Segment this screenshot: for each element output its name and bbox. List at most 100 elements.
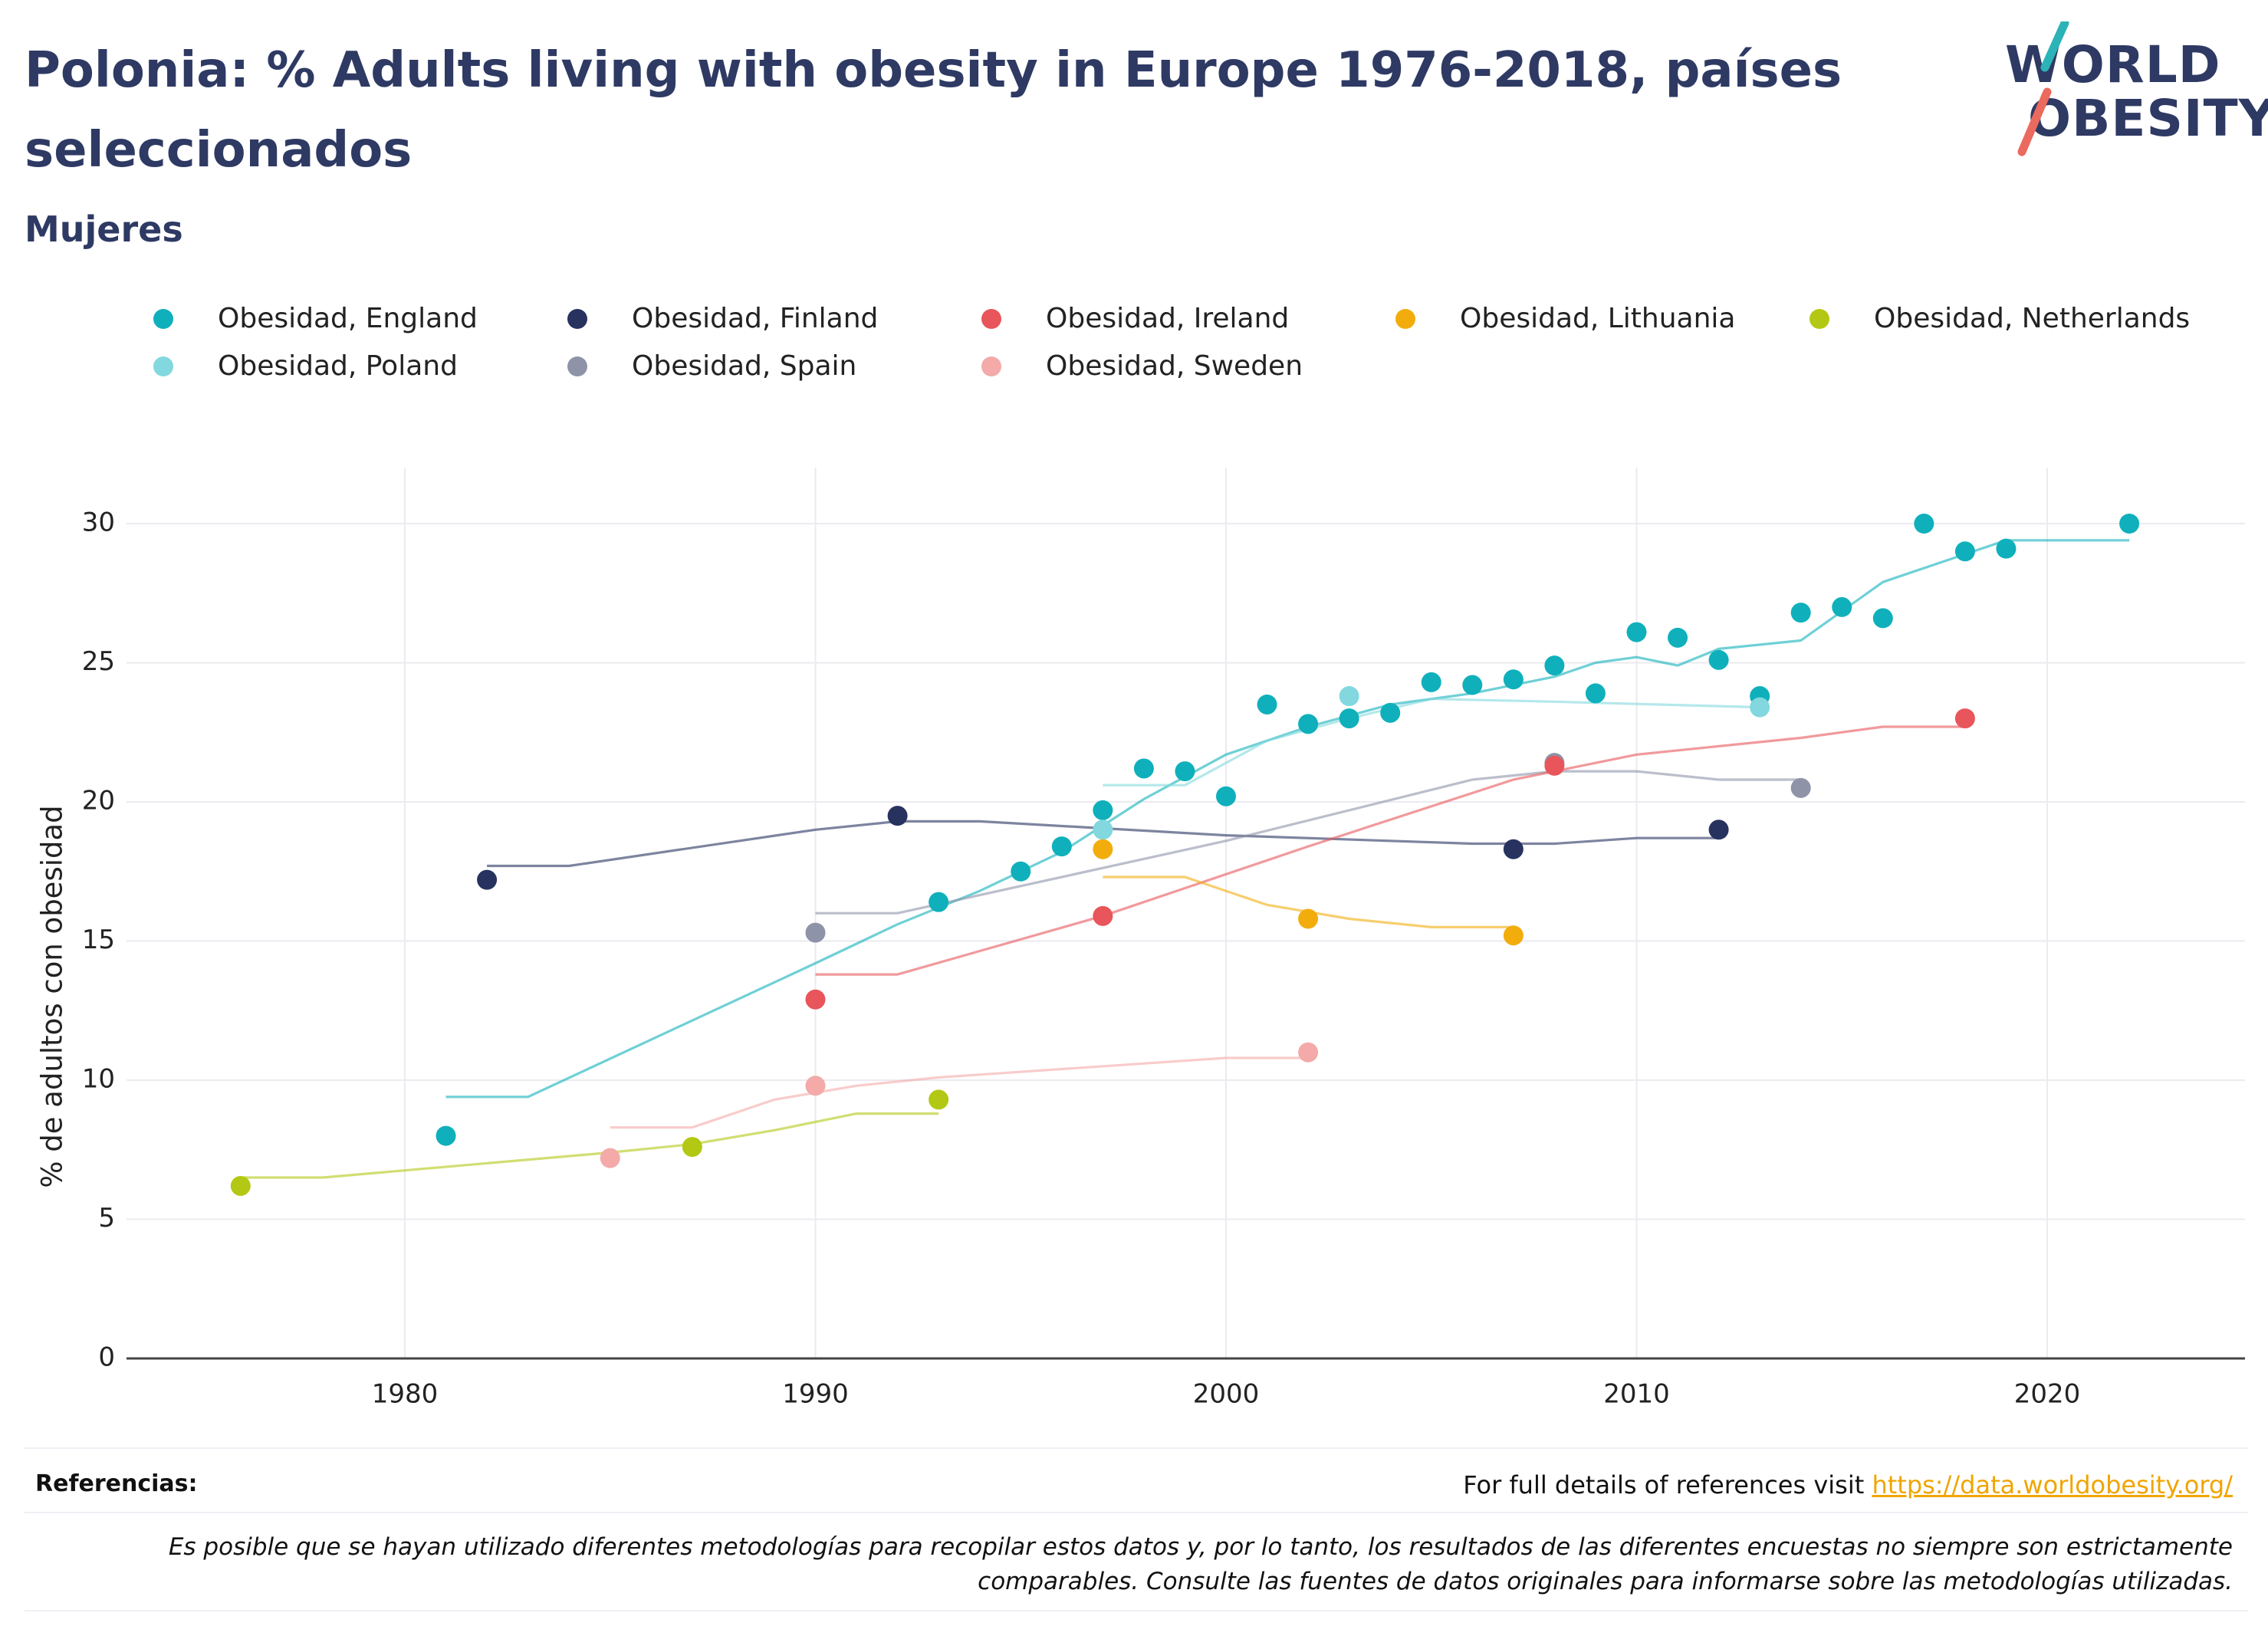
data-point-poland (1339, 686, 1359, 707)
data-point-poland (1750, 697, 1770, 718)
legend-item-sweden[interactable]: Obesidad, Sweden (981, 350, 1303, 382)
world-obesity-logo: WORLD OBESITY (2005, 21, 2268, 159)
legend-item-spain[interactable]: Obesidad, Spain (567, 350, 856, 382)
y-axis-title-text: % de adultos con obesidad (36, 805, 69, 1187)
references-intro: For full details of references visit (1463, 1470, 1872, 1500)
data-point-spain (1790, 777, 1811, 798)
data-point-england (2119, 514, 2140, 534)
data-point-england (436, 1125, 456, 1146)
data-point-england (1585, 683, 1606, 704)
chart-plot-area: 0 5 10 15 20 25 30 1980 1990 2000 2010 2020 (82, 468, 2245, 1410)
legend-label: Obesidad, Spain (632, 350, 857, 382)
methodology-note: Es posible que se hayan utilizado difere… (168, 1533, 2233, 1595)
data-point-england (1626, 622, 1647, 642)
data-point-england (1954, 541, 1975, 562)
trend-line-netherlands (240, 1112, 939, 1179)
data-point-finland (477, 869, 498, 890)
x-tick-label: 1980 (372, 1379, 439, 1410)
data-point-england (1175, 761, 1195, 782)
legend-item-netherlands[interactable]: Obesidad, Netherlands (1809, 303, 2190, 334)
legend-marker (981, 308, 1001, 329)
x-tick-label: 2010 (1603, 1379, 1670, 1410)
data-point-england (1996, 538, 2017, 559)
data-point-ireland (1093, 905, 1113, 926)
data-point-sweden (1298, 1042, 1319, 1063)
data-point-sweden (600, 1148, 620, 1168)
data-point-england (1216, 786, 1236, 806)
data-point-lithuania (1093, 839, 1113, 859)
data-point-england (1421, 672, 1441, 692)
x-tick-label: 1990 (782, 1379, 849, 1410)
data-point-england (1339, 708, 1359, 729)
trend-line-sweden (610, 1056, 1309, 1129)
legend-label: Obesidad, Ireland (1046, 303, 1290, 334)
legend-label: Obesidad, Finland (632, 303, 879, 334)
legend-label: Obesidad, Sweden (1046, 350, 1303, 382)
chart-subtitle: Mujeres (25, 209, 183, 250)
y-tick-label: 30 (82, 508, 115, 538)
data-point-spain (805, 922, 826, 943)
data-point-england (1668, 627, 1688, 648)
legend-label: Obesidad, England (218, 303, 478, 334)
data-point-england (1093, 800, 1113, 820)
y-tick-label: 10 (82, 1064, 115, 1095)
legend-marker (567, 356, 587, 376)
trend-line-ireland (815, 725, 1965, 976)
data-point-england (1503, 669, 1524, 690)
legend-marker (1809, 308, 1829, 329)
data-point-england (1462, 675, 1483, 695)
legend-item-ireland[interactable]: Obesidad, Ireland (981, 303, 1289, 334)
data-point-england (1790, 603, 1811, 623)
references-link[interactable]: https://data.worldobesity.org/ (1872, 1470, 2233, 1500)
legend-marker (153, 308, 173, 329)
data-point-ireland (1544, 755, 1565, 776)
logo-word-world: WORLD (2005, 35, 2221, 94)
data-point-lithuania (1298, 908, 1319, 929)
data-point-england (1011, 861, 1031, 882)
data-point-ireland (1954, 708, 1975, 729)
y-tick-label: 5 (98, 1203, 115, 1233)
data-point-england (1832, 596, 1852, 617)
legend-item-finland[interactable]: Obesidad, Finland (567, 303, 878, 334)
data-point-england (1708, 649, 1729, 670)
legend-marker (1395, 308, 1415, 329)
footer-divider-middle (25, 1512, 2248, 1513)
logo-word-obesity: OBESITY (2028, 89, 2268, 148)
references-label: Referencias: (35, 1470, 198, 1497)
legend-marker (153, 356, 173, 376)
data-point-england (929, 892, 949, 912)
data-point-netherlands (929, 1089, 949, 1110)
data-point-england (1914, 514, 1934, 534)
legend-item-england[interactable]: Obesidad, England (153, 303, 478, 334)
data-point-ireland (805, 989, 826, 1010)
y-tick-label: 20 (82, 786, 115, 816)
trend-line-spain (815, 770, 1801, 915)
references-text: For full details of references visit htt… (1463, 1470, 2233, 1500)
y-tick-label: 0 (98, 1342, 115, 1373)
data-point-england (1380, 702, 1401, 723)
data-point-england (1298, 714, 1319, 734)
legend-item-poland[interactable]: Obesidad, Poland (153, 350, 458, 382)
data-point-netherlands (682, 1137, 702, 1158)
legend-marker (981, 356, 1001, 376)
legend-label: Obesidad, Poland (218, 350, 458, 382)
data-point-england (1872, 608, 1893, 629)
data-point-england (1133, 758, 1154, 779)
logo-slash-icon (2017, 21, 2069, 156)
data-point-poland (1093, 820, 1113, 840)
chart-legend: Obesidad, England Obesidad, Finland Obesid… (153, 303, 2224, 410)
legend-label: Obesidad, Lithuania (1460, 303, 1736, 334)
data-point-england (1257, 694, 1277, 714)
data-point-england (1544, 655, 1565, 676)
trend-line-poland (1103, 698, 1760, 787)
data-point-finland (1708, 820, 1729, 840)
data-point-sweden (805, 1076, 826, 1096)
data-point-lithuania (1503, 925, 1524, 946)
footer-divider-top (25, 1447, 2248, 1449)
data-point-netherlands (230, 1175, 251, 1196)
x-tick-label: 2020 (2014, 1379, 2081, 1410)
legend-marker (567, 308, 587, 329)
y-axis-title: % de adultos con obesidad (36, 805, 69, 1187)
x-tick-label: 2000 (1193, 1379, 1260, 1410)
legend-item-lithuania[interactable]: Obesidad, Lithuania (1395, 303, 1736, 334)
